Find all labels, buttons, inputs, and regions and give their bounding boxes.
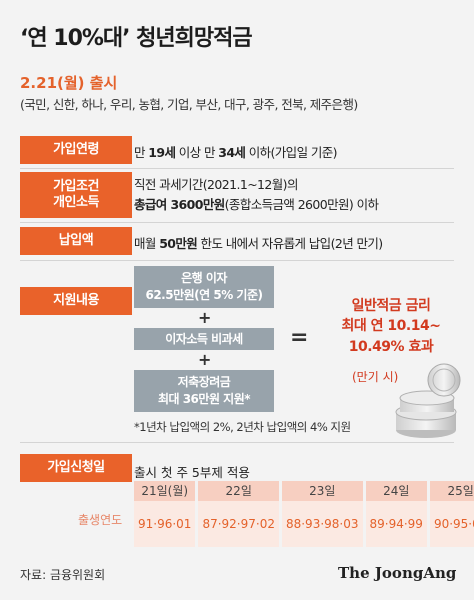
schedule-day: 23일 88·93·98·03 [281,481,363,547]
day-header: 24일 [365,481,427,501]
day-header: 21일(월) [134,481,196,501]
page-title: ‘연 10%대’ 청년희망적금 [20,26,253,51]
bank-list: (국민, 신한, 하나, 우리, 농협, 기업, 부산, 대구, 광주, 전북,… [20,97,358,112]
label-apply: 가입신청일 [20,454,132,482]
birth-year-label: 출생연도 [78,513,123,527]
source-credit: 자료: 금융위원회 [20,568,106,582]
income-line1: 직전 과세기간(2021.1~12월)의 [134,177,298,192]
day-header: 23일 [281,481,363,501]
equals-sign: = [290,325,309,350]
schedule-day: 24일 89·94·99 [365,481,427,547]
savings-incentive-box: 저축장려금 최대 36만원 지원* [134,370,274,412]
income-line2: 총급여 3600만원(종합소득금액 2600만원) 이하 [134,197,379,212]
result-note: (만기 시) [352,370,399,384]
schedule-day: 21일(월) 91·96·01 [134,481,196,547]
schedule-day: 22일 87·92·97·02 [198,481,279,547]
label-income: 가입조건 개인소득 [20,172,132,218]
tax-exempt-box: 이자소득 비과세 [134,328,274,350]
day-birth-years: 90·95·00 [429,501,474,547]
payment-condition: 매월 50만원 한도 내에서 자유롭게 납입(2년 만기) [134,236,383,251]
bank-interest-box: 은행 이자 62.5만원(연 5% 기준) [134,266,274,308]
coin-stack-icon [395,363,461,438]
day-birth-years: 89·94·99 [365,501,427,547]
publisher-logo: The JoongAng [338,564,457,582]
divider [20,222,454,223]
result-effect: 일반적금 금리 최대 연 10.14~ 10.49% 효과 [341,298,441,355]
plus-sign: + [198,350,212,369]
plus-sign: + [198,308,212,327]
divider [20,168,454,169]
label-support: 지원내용 [20,287,132,315]
day-birth-years: 91·96·01 [134,501,196,547]
divider [20,260,454,261]
divider [20,442,454,443]
apply-schedule: 21일(월) 91·96·01 22일 87·92·97·02 23일 88·9… [134,481,474,547]
day-birth-years: 87·92·97·02 [198,501,279,547]
day-header: 22일 [198,481,279,501]
day-birth-years: 88·93·98·03 [281,501,363,547]
day-header: 25일 [429,481,474,501]
age-condition: 만 19세 이상 만 34세 이하(가입일 기준) [134,145,338,160]
launch-date: 2.21(월) 출시 [20,74,118,92]
label-payment: 납입액 [20,227,132,255]
support-footnote: *1년차 납입액의 2%, 2년차 납입액의 4% 지원 [134,420,351,434]
apply-rule: 출시 첫 주 5부제 적용 [134,465,250,480]
schedule-day: 25일 90·95·00 [429,481,474,547]
label-age: 가입연령 [20,136,132,164]
